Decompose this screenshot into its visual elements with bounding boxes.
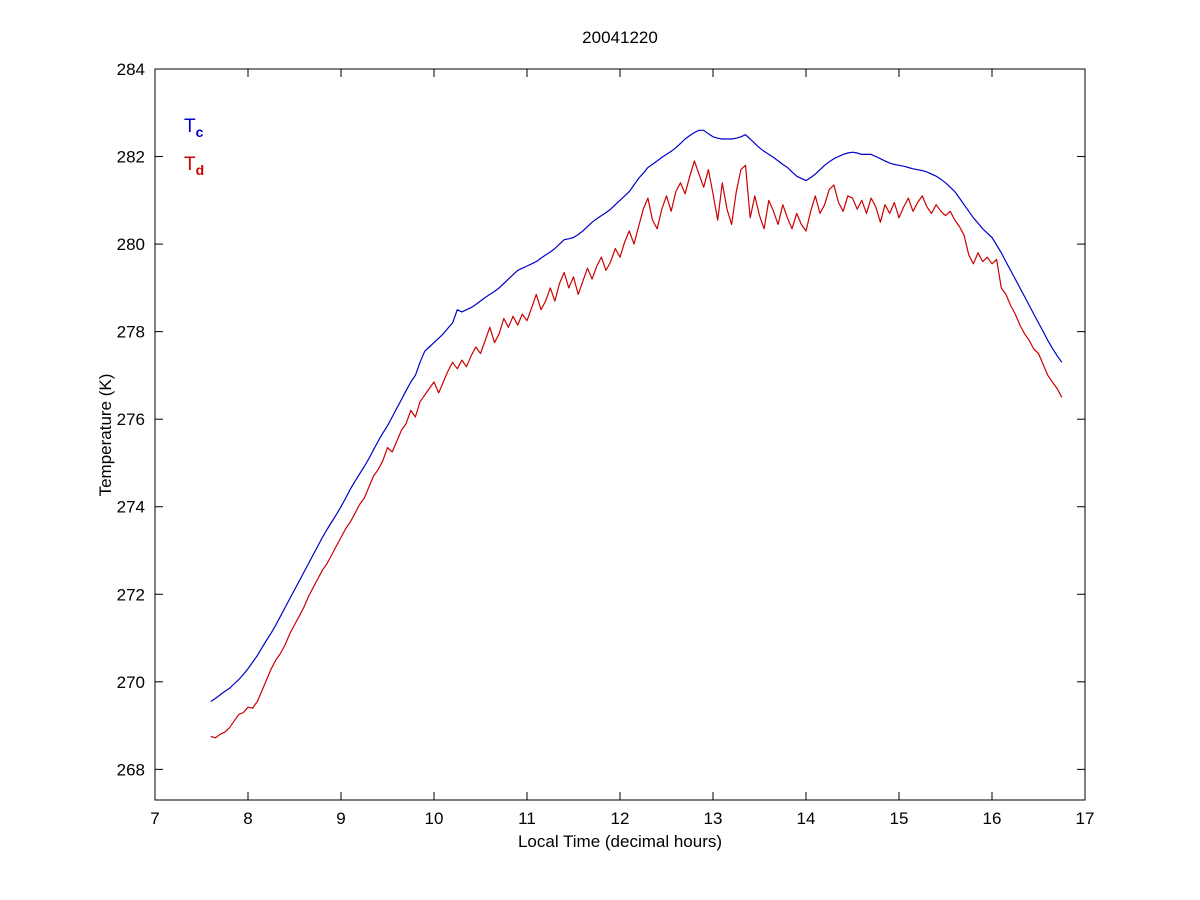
- x-tick-label: 10: [425, 809, 444, 828]
- y-tick-label: 276: [117, 410, 145, 429]
- x-tick-label: 7: [150, 809, 159, 828]
- y-tick-label: 268: [117, 760, 145, 779]
- x-tick-label: 17: [1076, 809, 1095, 828]
- y-tick-label: 274: [117, 498, 145, 517]
- legend-td-base: T: [184, 154, 196, 175]
- series-line-t_d: [210, 160, 1063, 739]
- x-tick-label: 9: [336, 809, 345, 828]
- x-tick-label: 15: [890, 809, 909, 828]
- y-tick-label: 270: [117, 673, 145, 692]
- y-tick-label: 272: [117, 585, 145, 604]
- x-tick-label: 14: [797, 809, 816, 828]
- legend-entry-tc: Tc: [184, 116, 203, 140]
- y-tick-label: 282: [117, 148, 145, 167]
- series-line-t_c: [210, 129, 1063, 703]
- axis-box: [154, 68, 1086, 801]
- x-axis-label: Local Time (decimal hours): [517, 832, 723, 851]
- x-tick-label: 8: [243, 809, 252, 828]
- legend-entry-td: Td: [184, 154, 204, 178]
- y-tick-label: 278: [117, 323, 145, 342]
- y-tick-label: 280: [117, 235, 145, 254]
- legend-td-sub: d: [195, 161, 205, 178]
- x-tick-label: 16: [983, 809, 1002, 828]
- legend-tc-base: T: [184, 116, 196, 137]
- legend-tc-sub: c: [195, 123, 204, 140]
- y-tick-label: 284: [117, 60, 145, 79]
- x-tick-label: 12: [611, 809, 630, 828]
- chart-title: 20041220: [582, 28, 658, 47]
- y-axis-label: Temperature (K): [96, 373, 115, 497]
- x-tick-label: 11: [518, 809, 536, 828]
- x-tick-label: 13: [704, 809, 723, 828]
